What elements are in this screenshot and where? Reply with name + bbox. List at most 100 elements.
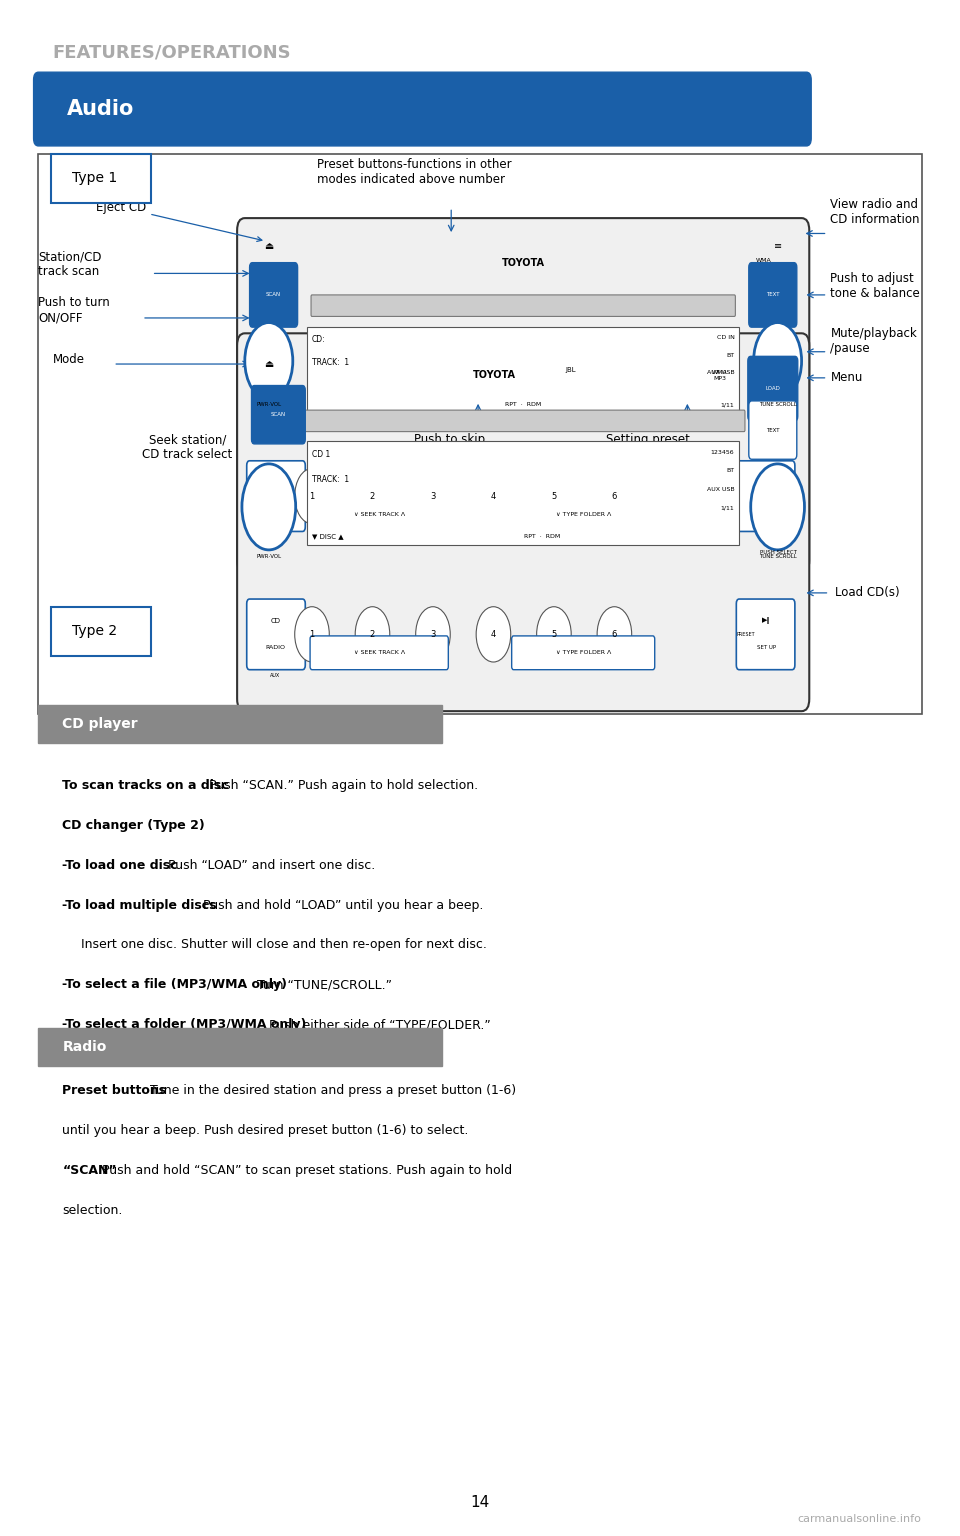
Text: PWR·VOL: PWR·VOL bbox=[256, 554, 281, 559]
Circle shape bbox=[416, 607, 450, 662]
Text: 5: 5 bbox=[551, 630, 557, 639]
Text: Mode: Mode bbox=[53, 353, 84, 366]
Text: PUSH SELECT: PUSH SELECT bbox=[760, 416, 797, 421]
FancyBboxPatch shape bbox=[512, 636, 655, 670]
Text: CD IN: CD IN bbox=[716, 335, 734, 339]
Text: ∨ TYPE FOLDER Λ: ∨ TYPE FOLDER Λ bbox=[556, 511, 612, 518]
FancyBboxPatch shape bbox=[736, 461, 795, 531]
FancyBboxPatch shape bbox=[250, 263, 298, 327]
Text: -To load multiple discs: -To load multiple discs bbox=[62, 899, 217, 911]
FancyBboxPatch shape bbox=[51, 154, 151, 203]
FancyBboxPatch shape bbox=[237, 333, 809, 711]
Text: TRACK:  1: TRACK: 1 bbox=[312, 358, 349, 367]
Text: Type 1: Type 1 bbox=[72, 170, 117, 186]
Text: Push either side of “TYPE/FOLDER.”: Push either side of “TYPE/FOLDER.” bbox=[265, 1018, 491, 1031]
Circle shape bbox=[295, 607, 329, 662]
Text: SET UP: SET UP bbox=[756, 645, 776, 650]
Text: Preset buttons-functions in other
modes indicated above number: Preset buttons-functions in other modes … bbox=[317, 158, 512, 186]
Text: 4: 4 bbox=[491, 630, 496, 639]
Text: Push to skip
up/down
folder: Push to skip up/down folder bbox=[414, 433, 485, 476]
Text: CD player: CD player bbox=[62, 717, 138, 731]
Text: 3: 3 bbox=[430, 492, 436, 501]
Text: TUNE SCROLL: TUNE SCROLL bbox=[758, 402, 797, 407]
Text: 6: 6 bbox=[612, 492, 617, 501]
FancyBboxPatch shape bbox=[51, 607, 151, 656]
Text: Station/CD
track scan: Station/CD track scan bbox=[38, 250, 102, 278]
Text: ∨ SEEK TRACK Λ: ∨ SEEK TRACK Λ bbox=[353, 511, 405, 518]
Text: Setting preset
button: Setting preset button bbox=[606, 433, 690, 461]
Text: BT: BT bbox=[727, 353, 734, 358]
Text: 3: 3 bbox=[430, 630, 436, 639]
Circle shape bbox=[597, 607, 632, 662]
FancyBboxPatch shape bbox=[310, 636, 448, 670]
Text: -To select a file (MP3/WMA only): -To select a file (MP3/WMA only) bbox=[62, 978, 287, 991]
Text: AUX USB: AUX USB bbox=[707, 487, 734, 492]
Text: Radio: Radio bbox=[62, 1040, 107, 1054]
FancyBboxPatch shape bbox=[252, 386, 305, 444]
Text: WMA
MP3: WMA MP3 bbox=[756, 258, 771, 269]
Circle shape bbox=[355, 607, 390, 662]
FancyBboxPatch shape bbox=[38, 705, 442, 743]
Text: TUNE SCROLL: TUNE SCROLL bbox=[758, 554, 797, 559]
FancyBboxPatch shape bbox=[38, 154, 922, 714]
Text: carmanualsonline.info: carmanualsonline.info bbox=[798, 1513, 922, 1524]
FancyBboxPatch shape bbox=[247, 461, 305, 531]
Text: ⏏: ⏏ bbox=[264, 241, 274, 250]
Text: Turn “TUNE/SCROLL.”: Turn “TUNE/SCROLL.” bbox=[252, 978, 392, 991]
Text: TOYOTA: TOYOTA bbox=[473, 370, 516, 381]
Text: RADIO: RADIO bbox=[266, 645, 285, 650]
Text: RADIO: RADIO bbox=[266, 507, 285, 511]
FancyBboxPatch shape bbox=[38, 1028, 442, 1066]
Circle shape bbox=[537, 607, 571, 662]
Text: JBL: JBL bbox=[565, 367, 577, 373]
Text: 2: 2 bbox=[370, 630, 375, 639]
Text: FEATURES/OPERATIONS: FEATURES/OPERATIONS bbox=[53, 43, 292, 61]
Text: SET UP: SET UP bbox=[756, 507, 776, 511]
Text: ▼ DISC ▲: ▼ DISC ▲ bbox=[312, 533, 344, 539]
Text: 2: 2 bbox=[370, 492, 375, 501]
Text: SCAN: SCAN bbox=[266, 292, 281, 298]
Text: Push and hold “SCAN” to scan preset stations. Push again to hold: Push and hold “SCAN” to scan preset stat… bbox=[98, 1164, 513, 1177]
Text: TEXT: TEXT bbox=[766, 292, 780, 298]
Circle shape bbox=[295, 468, 329, 524]
Text: PRESET: PRESET bbox=[736, 631, 756, 637]
FancyBboxPatch shape bbox=[34, 72, 811, 146]
Text: until you hear a beep. Push desired preset button (1-6) to select.: until you hear a beep. Push desired pres… bbox=[62, 1124, 468, 1137]
FancyBboxPatch shape bbox=[749, 401, 797, 459]
FancyBboxPatch shape bbox=[307, 441, 739, 545]
Text: TRACK:  1: TRACK: 1 bbox=[312, 475, 349, 484]
Text: PUSH SELECT: PUSH SELECT bbox=[760, 550, 797, 554]
Circle shape bbox=[476, 468, 511, 524]
Text: Push to turn
ON/OFF: Push to turn ON/OFF bbox=[38, 296, 110, 324]
Text: 1: 1 bbox=[309, 630, 315, 639]
Text: WMA
MP3: WMA MP3 bbox=[712, 370, 728, 381]
Text: ≡: ≡ bbox=[774, 241, 781, 250]
Text: CD 1: CD 1 bbox=[312, 450, 330, 459]
Circle shape bbox=[245, 323, 293, 399]
Text: To scan tracks on a disc: To scan tracks on a disc bbox=[62, 779, 229, 791]
Text: LOAD: LOAD bbox=[765, 386, 780, 392]
Text: 4: 4 bbox=[491, 492, 496, 501]
Circle shape bbox=[416, 468, 450, 524]
Text: selection.: selection. bbox=[62, 1204, 123, 1217]
Circle shape bbox=[751, 464, 804, 550]
Text: TEXT: TEXT bbox=[766, 427, 780, 433]
Text: ∨ TYPE FOLDER Λ: ∨ TYPE FOLDER Λ bbox=[556, 650, 612, 656]
Text: BT: BT bbox=[727, 468, 734, 473]
FancyBboxPatch shape bbox=[307, 327, 739, 412]
Text: Audio: Audio bbox=[67, 98, 134, 120]
FancyBboxPatch shape bbox=[247, 599, 305, 670]
Text: 1/11: 1/11 bbox=[721, 402, 734, 407]
Text: CD:: CD: bbox=[312, 335, 325, 344]
Text: ∨ SEEK TRACK Λ: ∨ SEEK TRACK Λ bbox=[353, 650, 405, 656]
FancyBboxPatch shape bbox=[512, 498, 655, 531]
FancyBboxPatch shape bbox=[736, 599, 795, 670]
Text: AUX USB: AUX USB bbox=[707, 370, 734, 375]
Text: Menu: Menu bbox=[830, 372, 863, 384]
Text: Preset buttons: Preset buttons bbox=[62, 1084, 166, 1097]
Text: 1: 1 bbox=[309, 492, 315, 501]
Text: TOYOTA: TOYOTA bbox=[502, 258, 544, 269]
Text: 14: 14 bbox=[470, 1495, 490, 1510]
Text: PWR·VOL: PWR·VOL bbox=[256, 402, 281, 407]
Circle shape bbox=[537, 468, 571, 524]
